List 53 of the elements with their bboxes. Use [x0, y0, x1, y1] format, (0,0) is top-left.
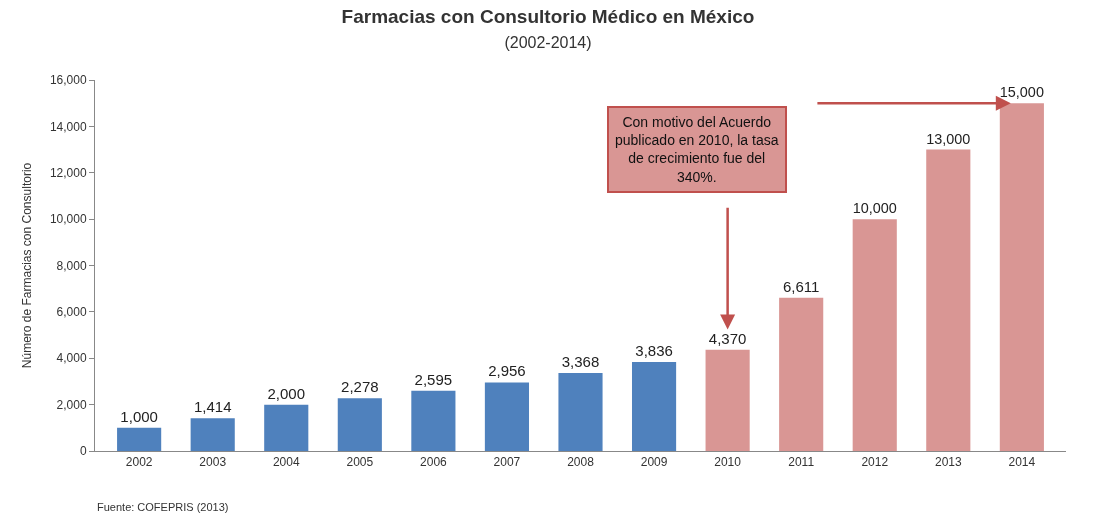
x-tick-label: 2011: [788, 455, 815, 470]
data-label: 2,595: [414, 370, 453, 388]
x-tick-label: 2002: [125, 455, 153, 470]
y-tick-label: 8,000: [56, 258, 87, 273]
bar: [705, 349, 750, 451]
y-tick-label: 6,000: [56, 305, 87, 320]
data-label: 3,368: [561, 352, 600, 370]
data-label: 13,000: [926, 130, 971, 147]
annotation: Con motivo del Acuerdo publicado en 2010, la tasa de crecimiento fue del 340%.: [615, 114, 779, 185]
bar: [484, 382, 530, 451]
chart-subtitle: (2002-2014): [504, 34, 592, 52]
data-label: 10,000: [852, 200, 897, 217]
data-label: 1,414: [193, 398, 232, 416]
x-tick-label: 2007: [493, 455, 521, 470]
data-label: 4,370: [708, 329, 747, 347]
chart-title: Farmacias con Consultorio Médico en México: [341, 6, 755, 28]
data-label: 2,278: [341, 378, 379, 396]
y-tick-label: 0: [79, 444, 87, 459]
x-tick-label: 2008: [567, 455, 595, 470]
bar: [337, 398, 382, 451]
data-label: 2,000: [267, 384, 306, 402]
x-tick-label: 2004: [272, 455, 300, 470]
x-tick-label: 2013: [934, 455, 962, 470]
bar: [631, 362, 677, 451]
bar: [190, 418, 235, 451]
x-tick-label: 2010: [714, 455, 742, 470]
data-label: 15,000: [999, 84, 1044, 101]
bar: [852, 219, 897, 451]
x-tick-label: 2009: [640, 455, 668, 470]
x-tick-label: 2006: [420, 455, 448, 470]
data-label: 2,956: [488, 362, 526, 380]
bar: [411, 390, 456, 451]
bar: [264, 404, 309, 451]
bar: [779, 297, 824, 451]
y-axis-title: Número de Farmacias con Consultorio: [20, 162, 35, 369]
y-tick-label: 4,000: [56, 351, 87, 366]
y-tick-label: 2,000: [56, 397, 87, 412]
source-note: Fuente: COFEPRIS (2013): [97, 501, 229, 513]
x-tick-label: 2005: [346, 455, 374, 470]
y-tick-label: 14,000: [49, 119, 87, 134]
x-tick-label: 2014: [1008, 455, 1036, 470]
y-tick-label: 12,000: [49, 165, 87, 180]
y-tick-label: 10,000: [49, 212, 87, 227]
data-label: 1,000: [120, 407, 158, 425]
bar: [558, 372, 603, 451]
y-tick-label: 16,000: [49, 73, 87, 88]
x-tick-label: 2012: [861, 455, 889, 470]
x-tick-label: 2003: [199, 455, 227, 470]
bar: [999, 103, 1044, 451]
data-label: 6,611: [782, 277, 820, 295]
bar: [926, 149, 971, 451]
data-label: 3,836: [635, 342, 673, 360]
bar: [117, 427, 162, 451]
